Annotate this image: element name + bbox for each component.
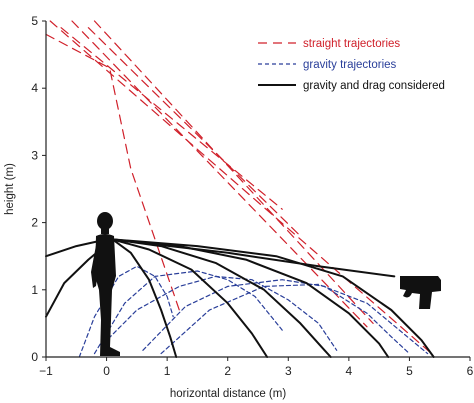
series-line-14 bbox=[111, 238, 178, 358]
y-tick-label: 1 bbox=[31, 283, 38, 297]
series-line-3 bbox=[93, 20, 374, 324]
y-tick-label: 2 bbox=[31, 216, 38, 230]
figures-layer bbox=[91, 212, 441, 356]
series-line-6 bbox=[45, 33, 180, 311]
series-line-1 bbox=[49, 20, 433, 355]
x-tick-label: 5 bbox=[406, 364, 413, 378]
x-axis-title: horizontal distance (m) bbox=[170, 388, 286, 400]
series-line-5 bbox=[60, 27, 283, 210]
x-tick-label: 0 bbox=[103, 364, 110, 378]
series-line-9 bbox=[102, 275, 338, 351]
series-line-17 bbox=[111, 238, 390, 358]
legend-label: straight trajectories bbox=[303, 38, 400, 50]
x-tick-label: −1 bbox=[39, 364, 53, 378]
x-tick-label: 1 bbox=[164, 364, 171, 378]
legend-label: gravity and drag considered bbox=[303, 80, 445, 92]
human-silhouette-icon bbox=[91, 212, 120, 356]
x-tick-label: 3 bbox=[285, 364, 292, 378]
series-line-2 bbox=[71, 20, 368, 328]
y-tick-label: 0 bbox=[31, 350, 38, 364]
series-line-7 bbox=[78, 265, 174, 358]
y-tick-label: 5 bbox=[31, 14, 38, 28]
series-line-8 bbox=[93, 270, 283, 355]
x-tick-label: 4 bbox=[346, 364, 353, 378]
series-layer bbox=[45, 20, 435, 358]
x-tick-label: 6 bbox=[467, 364, 474, 378]
series-line-18 bbox=[111, 238, 435, 358]
legend: straight trajectories gravity trajectorie… bbox=[258, 38, 445, 92]
series-line-15 bbox=[111, 238, 269, 358]
pistol-icon bbox=[400, 276, 441, 309]
y-axis-title: height (m) bbox=[4, 163, 16, 215]
series-line-10 bbox=[142, 279, 410, 355]
y-tick-label: 3 bbox=[31, 148, 38, 162]
series-line-4 bbox=[87, 27, 301, 237]
legend-label: gravity trajectories bbox=[303, 59, 397, 71]
y-tick-label: 4 bbox=[31, 81, 38, 95]
x-tick-label: 2 bbox=[224, 364, 231, 378]
series-line-19 bbox=[111, 238, 396, 278]
series-line-16 bbox=[111, 238, 332, 358]
series-line-11 bbox=[160, 283, 429, 355]
